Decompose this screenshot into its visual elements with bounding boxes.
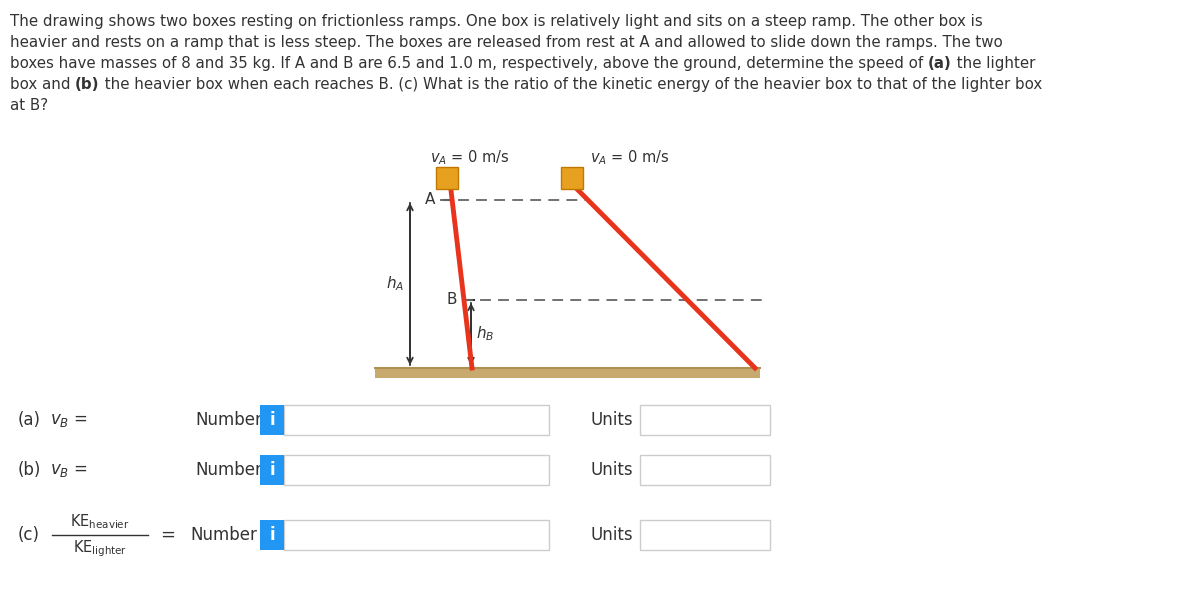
- Text: Units: Units: [590, 461, 632, 479]
- Text: i: i: [269, 411, 275, 429]
- Text: $h_A$: $h_A$: [386, 275, 404, 294]
- Text: $\mathrm{KE_{lighter}}$: $\mathrm{KE_{lighter}}$: [73, 539, 127, 559]
- Text: Number: Number: [194, 411, 262, 429]
- Text: ∨: ∨: [751, 528, 761, 541]
- FancyBboxPatch shape: [640, 520, 770, 550]
- Text: $\mathit{v}_A$ = 0 m/s: $\mathit{v}_A$ = 0 m/s: [590, 148, 670, 167]
- Text: $v_B$ =: $v_B$ =: [50, 411, 88, 429]
- Text: boxes have masses of 8 and 35 kg. If A and B are 6.5 and 1.0 m, respectively, ab: boxes have masses of 8 and 35 kg. If A a…: [10, 56, 928, 71]
- Text: ∨: ∨: [751, 463, 761, 476]
- FancyBboxPatch shape: [640, 455, 770, 485]
- Text: i: i: [269, 526, 275, 544]
- Text: the lighter: the lighter: [952, 56, 1036, 71]
- Text: (a): (a): [18, 411, 41, 429]
- Polygon shape: [374, 368, 760, 378]
- FancyBboxPatch shape: [260, 405, 284, 435]
- Text: =: =: [160, 526, 175, 544]
- Text: $\mathit{v}_A$ = 0 m/s: $\mathit{v}_A$ = 0 m/s: [430, 148, 510, 167]
- FancyBboxPatch shape: [284, 405, 550, 435]
- Text: The drawing shows two boxes resting on frictionless ramps. One box is relatively: The drawing shows two boxes resting on f…: [10, 14, 983, 29]
- Text: ∨: ∨: [751, 414, 761, 427]
- Text: Units: Units: [590, 411, 632, 429]
- Text: the heavier box when each reaches B. (c) What is the ratio of the kinetic energy: the heavier box when each reaches B. (c)…: [100, 77, 1042, 92]
- Text: $h_B$: $h_B$: [476, 325, 494, 343]
- Text: Number: Number: [190, 526, 257, 544]
- FancyBboxPatch shape: [284, 520, 550, 550]
- Text: at B?: at B?: [10, 98, 48, 113]
- Text: Units: Units: [590, 526, 632, 544]
- FancyBboxPatch shape: [284, 455, 550, 485]
- Text: (c): (c): [18, 526, 40, 544]
- FancyBboxPatch shape: [260, 520, 284, 550]
- Text: $v_B$ =: $v_B$ =: [50, 461, 88, 479]
- Text: $\mathrm{KE_{heavier}}$: $\mathrm{KE_{heavier}}$: [71, 512, 130, 531]
- Text: Number: Number: [194, 461, 262, 479]
- Text: box and: box and: [10, 77, 76, 92]
- Polygon shape: [436, 167, 458, 189]
- Text: A: A: [425, 192, 436, 207]
- FancyBboxPatch shape: [260, 455, 284, 485]
- Text: i: i: [269, 461, 275, 479]
- Text: B: B: [446, 292, 457, 308]
- Text: (a): (a): [928, 56, 952, 71]
- Polygon shape: [562, 167, 583, 189]
- FancyBboxPatch shape: [640, 405, 770, 435]
- Text: heavier and rests on a ramp that is less steep. The boxes are released from rest: heavier and rests on a ramp that is less…: [10, 35, 1003, 50]
- Text: (b): (b): [76, 77, 100, 92]
- Text: (b): (b): [18, 461, 41, 479]
